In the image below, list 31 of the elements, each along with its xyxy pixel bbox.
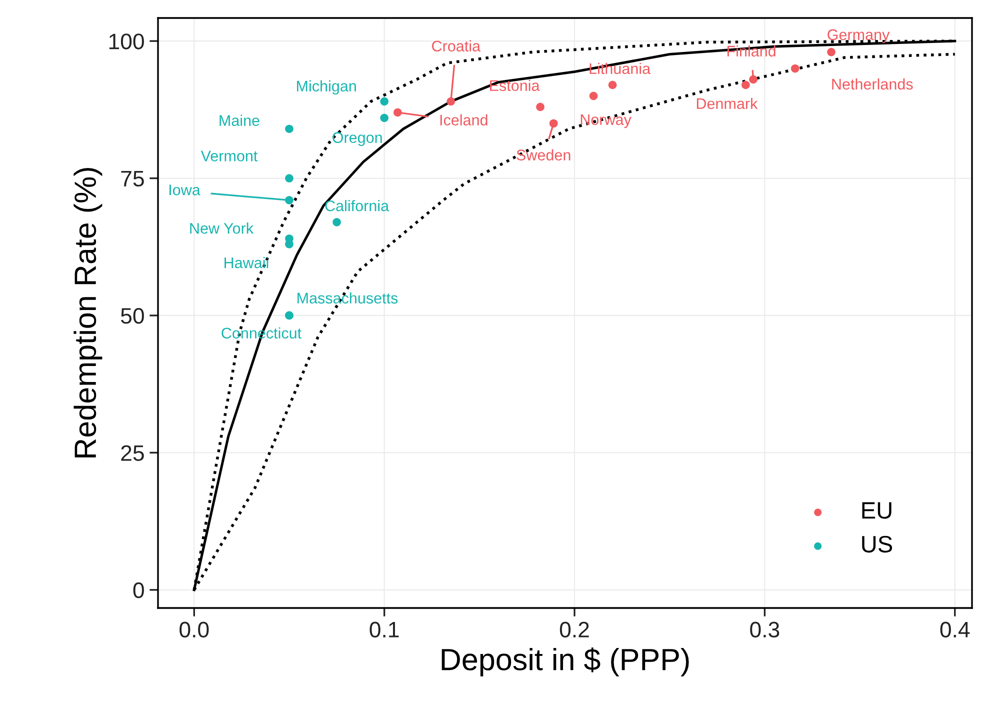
x-tick-label: 0.1 <box>370 622 399 638</box>
x-tick-label: 0.4 <box>940 622 970 638</box>
annotation: Iceland <box>440 114 488 126</box>
y-tick-label: 0 <box>133 582 144 598</box>
annotation: Iowa <box>170 184 200 196</box>
annotation: Oregon <box>332 132 382 146</box>
annotation: Sweden <box>516 149 570 160</box>
x-tick-label: 0.3 <box>750 622 780 638</box>
x-tick-label: 0.2 <box>560 622 589 638</box>
annotation: Denmark <box>696 98 758 110</box>
annotation: Germany <box>828 29 890 44</box>
y-tick-label: 50 <box>120 308 144 324</box>
annotation: Maine <box>220 114 260 126</box>
x-tick-label: 0.0 <box>180 622 209 638</box>
legend-label: EU <box>862 502 892 519</box>
annotation: Croatia <box>432 40 481 52</box>
annotation: Michigan <box>297 80 356 95</box>
annotation: Massachusetts <box>298 292 398 304</box>
annotation: Netherlands <box>832 78 913 90</box>
annotation: New York <box>190 222 254 234</box>
y-tick-label: 100 <box>109 34 144 50</box>
legend-label: US <box>862 536 892 553</box>
annotation: Hawaii <box>224 257 268 268</box>
annotation: Estonia <box>490 80 540 92</box>
y-tick-label: 25 <box>121 445 144 461</box>
annotation: California <box>325 200 390 212</box>
annotation: Lithuania <box>590 62 651 74</box>
annotation: Vermont <box>200 150 258 162</box>
y-axis-title: Redemption Rate (%) <box>74 168 102 458</box>
y-tick-label: 75 <box>121 171 144 187</box>
x-axis-title: Deposit in $ (PPP) <box>442 647 689 676</box>
